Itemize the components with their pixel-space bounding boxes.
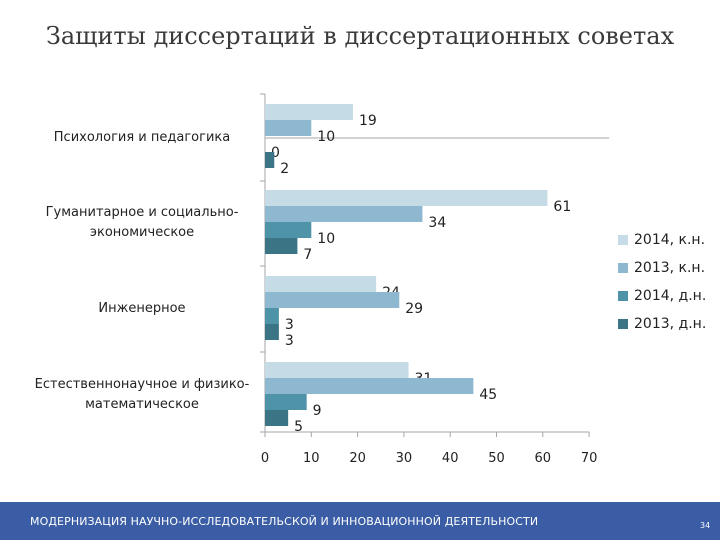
- chart-legend: 2014, к.н. 2013, к.н. 2014, д.н. 2013, д.н.: [618, 226, 706, 338]
- value-label: 5: [294, 419, 303, 435]
- bar: [265, 206, 423, 222]
- bar: [265, 324, 279, 340]
- legend-item: 2014, д.н.: [618, 282, 706, 310]
- value-label: 3: [285, 333, 294, 349]
- value-label: 34: [428, 215, 446, 231]
- bar: [265, 152, 275, 168]
- value-label: 19: [359, 113, 377, 129]
- value-label: 10: [317, 231, 335, 247]
- x-tick-label: 10: [303, 451, 320, 466]
- x-tick-label: 30: [396, 451, 413, 466]
- legend-label: 2013, к.н.: [634, 260, 706, 276]
- bar: [265, 238, 298, 254]
- category-label: Инженерное: [98, 301, 185, 316]
- value-label: 29: [405, 301, 423, 317]
- value-label: 9: [313, 403, 322, 419]
- value-label: 7: [303, 247, 312, 263]
- value-label: 45: [479, 387, 497, 403]
- legend-swatch: [618, 319, 628, 329]
- legend-label: 2014, к.н.: [634, 232, 706, 248]
- x-tick-label: 70: [581, 451, 598, 466]
- bar: [265, 104, 353, 120]
- bar: [265, 362, 409, 378]
- value-label: 0: [271, 145, 280, 161]
- bar: [265, 276, 377, 292]
- legend-label: 2013, д.н.: [634, 316, 707, 332]
- page-number: 34: [700, 521, 711, 530]
- category-label: Психология и педагогика: [54, 130, 230, 145]
- legend-swatch: [618, 235, 628, 245]
- category-label: Естественнонаучное и физико-: [35, 377, 250, 392]
- bar: [265, 120, 312, 136]
- bar: [265, 394, 307, 410]
- x-tick-label: 40: [442, 451, 459, 466]
- bar: [265, 222, 312, 238]
- legend-label: 2014, д.н.: [634, 288, 707, 304]
- value-label: 3: [285, 317, 294, 333]
- value-label: 2: [280, 161, 289, 177]
- legend-item: 2014, к.н.: [618, 226, 706, 254]
- value-label: 61: [553, 199, 571, 215]
- value-label: 10: [317, 129, 335, 145]
- x-tick-label: 20: [349, 451, 366, 466]
- category-label: Гуманитарное и социально-: [46, 205, 239, 220]
- x-tick-label: 60: [535, 451, 552, 466]
- category-label: математическое: [85, 397, 199, 412]
- bar: [265, 410, 289, 426]
- category-label: экономическое: [90, 225, 194, 240]
- footer-text: МОДЕРНИЗАЦИЯ НАУЧНО-ИССЛЕДОВАТЕЛЬСКОЙ И …: [30, 515, 539, 528]
- bar: [265, 292, 400, 308]
- legend-swatch: [618, 291, 628, 301]
- legend-swatch: [618, 263, 628, 273]
- legend-item: 2013, к.н.: [618, 254, 706, 282]
- slide-title: Защиты диссертаций в диссертационных сов…: [45, 22, 675, 50]
- footer-bar: МОДЕРНИЗАЦИЯ НАУЧНО-ИССЛЕДОВАТЕЛЬСКОЙ И …: [0, 502, 720, 540]
- legend-item: 2013, д.н.: [618, 310, 706, 338]
- x-tick-label: 0: [261, 451, 269, 466]
- bar: [265, 378, 474, 394]
- bar: [265, 308, 279, 324]
- x-tick-label: 50: [488, 451, 505, 466]
- bar: [265, 190, 548, 206]
